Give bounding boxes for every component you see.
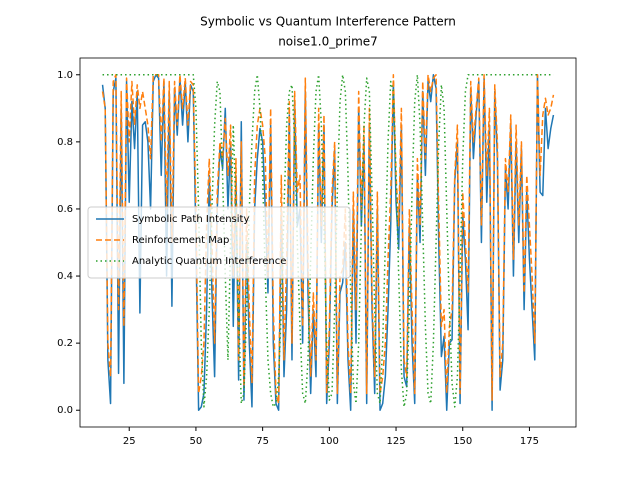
y-tick-label: 0.8 [57,137,73,148]
legend: Symbolic Path Intensity Reinforcement Map… [87,206,351,279]
y-tick-label: 0.0 [57,405,73,416]
legend-label: Reinforcement Map [132,235,229,246]
y-tick-label: 0.6 [57,204,73,215]
y-tick-label: 0.2 [57,338,73,349]
legend-box [87,206,351,279]
axes-frame [79,57,577,428]
x-tick-label: 100 [320,436,339,447]
x-tick-label: 125 [386,436,405,447]
chart-title: Symbolic vs Quantum Interference Pattern [200,15,456,29]
legend-label: Analytic Quantum Interference [132,256,286,267]
x-tick-label: 150 [453,436,472,447]
x-tick-label: 175 [520,436,539,447]
x-tick-label: 50 [190,436,203,447]
y-tick-label: 0.4 [57,271,73,282]
series-line [102,74,554,408]
x-tick-label: 25 [123,436,136,447]
y-tick-label: 1.0 [57,70,73,81]
chart-subtitle: noise1.0_prime7 [278,35,378,49]
legend-label: Symbolic Path Intensity [132,214,249,225]
x-tick-label: 75 [256,436,269,447]
